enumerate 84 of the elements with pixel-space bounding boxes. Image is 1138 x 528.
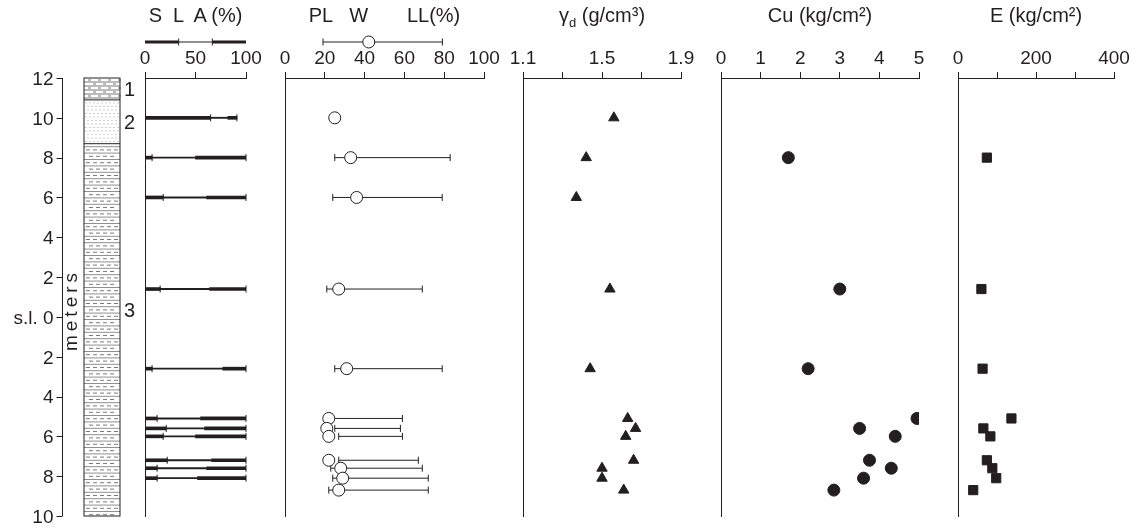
x-tick-label: 80 — [433, 46, 455, 68]
point — [596, 461, 608, 472]
point — [618, 483, 630, 494]
y-tick-label: 6 — [42, 426, 54, 448]
x-tick-label: 1.5 — [588, 46, 616, 68]
point — [584, 362, 596, 373]
y-tick-label: 4 — [42, 227, 54, 249]
point — [328, 111, 342, 125]
x-tick-label: 40 — [354, 46, 376, 68]
x-tick-label: 50 — [184, 46, 207, 68]
point — [976, 283, 987, 295]
point — [833, 282, 847, 296]
point — [985, 431, 996, 442]
text: 3 — [124, 298, 136, 323]
x-tick-label: 60 — [393, 46, 415, 68]
x-tick-label: 400 — [1098, 46, 1130, 68]
point — [604, 282, 616, 293]
point — [977, 363, 988, 374]
point — [781, 151, 795, 165]
point — [857, 471, 871, 485]
point — [888, 429, 902, 443]
point — [350, 190, 364, 204]
y-tick-label: 8 — [42, 465, 54, 487]
point — [978, 423, 989, 434]
point — [801, 362, 815, 376]
y-tick-label: 8 — [42, 147, 54, 169]
point — [334, 461, 348, 475]
point — [863, 453, 876, 467]
point — [340, 362, 354, 376]
point — [322, 429, 336, 443]
x-tick-label: 4 — [874, 46, 886, 68]
point — [332, 483, 346, 497]
x-tick-label: 100 — [230, 46, 262, 68]
x-tick-label: 5 — [913, 46, 925, 68]
point — [991, 473, 1002, 484]
point — [968, 485, 979, 496]
point — [987, 463, 998, 474]
x-tick-label: 0 — [952, 46, 964, 68]
point — [596, 471, 608, 482]
x-tick-label: 3 — [834, 46, 846, 68]
x-tick-label: 2 — [794, 46, 806, 68]
point — [570, 190, 583, 201]
x-tick-label: 0 — [715, 46, 727, 68]
y-tick-label: 2 — [42, 266, 54, 288]
point — [853, 421, 867, 435]
x-tick-label: 200 — [1020, 46, 1052, 68]
point — [620, 429, 632, 440]
x-tick-label: 0 — [279, 46, 291, 68]
y-tick-label: 2 — [42, 346, 54, 368]
y-tick-label: 10 — [32, 505, 54, 527]
x-axis-title: γ$_{d}$ (g/cm³) — [558, 4, 646, 30]
point — [344, 151, 358, 165]
y-tick-label: 6 — [42, 187, 54, 209]
point — [322, 411, 336, 425]
point — [580, 151, 592, 162]
x-axis-title: S L A (%) — [148, 4, 243, 27]
x-tick-label: 1.1 — [509, 46, 537, 68]
x-tick-label: 1.9 — [667, 46, 695, 68]
x-axis-title: PL W LL(%) — [308, 4, 461, 27]
point — [336, 471, 350, 485]
y-tick-label: 4 — [42, 386, 54, 408]
text: 1 — [124, 76, 136, 101]
y-tick-label: s.l. 0 — [13, 306, 54, 328]
point — [629, 421, 642, 432]
y-axis-title: meters — [60, 269, 81, 352]
text: 2 — [124, 109, 136, 134]
x-tick-label: 100 — [468, 46, 500, 68]
point — [1006, 413, 1017, 424]
y-tick-label: 12 — [32, 67, 54, 89]
x-tick-label: 1 — [755, 46, 766, 68]
point — [332, 282, 346, 296]
y-tick-label: 10 — [32, 107, 54, 129]
x-axis-title: E (kg/cm²) — [989, 4, 1083, 27]
point — [322, 453, 336, 467]
x-tick-label: 0 — [139, 46, 151, 68]
point — [981, 152, 992, 163]
point — [621, 411, 634, 422]
point — [981, 455, 992, 466]
point — [608, 111, 620, 122]
point — [827, 483, 841, 497]
point — [627, 453, 640, 464]
x-axis-title: Cu (kg/cm²) — [767, 4, 873, 27]
x-tick-label: 20 — [314, 46, 336, 68]
point — [884, 461, 898, 475]
